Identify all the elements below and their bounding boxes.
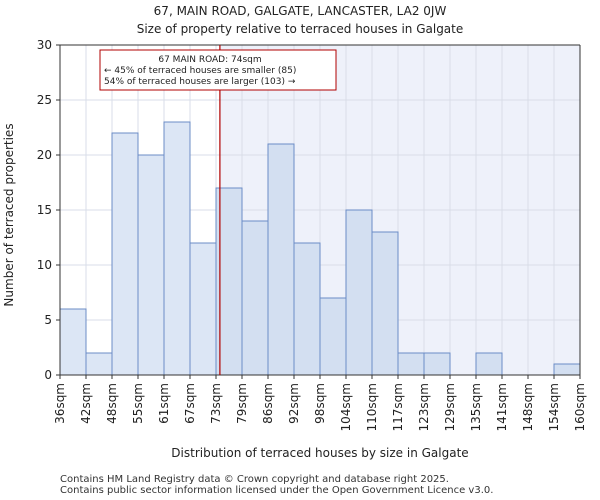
histogram-bar [345,209,373,376]
histogram-bar [423,352,451,376]
y-axis-label: Number of terraced properties [2,123,16,306]
annotation-box: 67 MAIN ROAD: 74sqm ← 45% of terraced ho… [99,49,337,91]
x-tick-label: 135sqm [469,383,483,431]
y-tick-label: 15 [37,203,52,217]
x-tick-label: 123sqm [417,383,431,431]
y-tick-label: 25 [37,93,52,107]
x-tick-label: 154sqm [547,383,561,431]
x-tick-label: 98sqm [313,383,327,424]
x-axis-label: Distribution of terraced houses by size … [171,446,468,460]
footer-line-2: Contains public sector information licen… [60,485,494,496]
x-tick-label: 117sqm [391,383,405,431]
x-tick-label: 73sqm [209,383,223,424]
histogram-bar [397,352,425,376]
chart-subtitle: Size of property relative to terraced ho… [137,22,464,36]
x-tick-label: 36sqm [53,383,67,424]
histogram-bar [163,121,191,376]
histogram-bar [293,242,321,376]
x-tick-label: 110sqm [365,383,379,431]
x-tick-label: 86sqm [261,383,275,424]
histogram-bar [189,242,217,376]
y-tick-label: 30 [37,38,52,52]
histogram-chart: 67, MAIN ROAD, GALGATE, LANCASTER, LA2 0… [2,4,587,460]
x-tick-label: 67sqm [183,383,197,424]
x-tick-label: 79sqm [235,383,249,424]
histogram-bar [137,154,165,376]
x-tick-label: 55sqm [131,383,145,424]
y-tick-label: 10 [37,258,52,272]
histogram-bar [553,363,581,376]
annotation-line-3: 54% of terraced houses are larger (103) … [104,77,296,87]
x-tick-label: 104sqm [339,383,353,431]
x-tick-label: 129sqm [443,383,457,431]
x-tick-label: 48sqm [105,383,119,424]
annotation-line-1: 67 MAIN ROAD: 74sqm [158,55,261,65]
x-tick-label: 61sqm [157,383,171,424]
histogram-bar [85,352,113,376]
histogram-bar [371,231,399,376]
histogram-bar [241,220,269,376]
histogram-bar [111,132,139,376]
y-tick-label: 0 [44,368,52,382]
x-tick-label: 148sqm [521,383,535,431]
y-tick-label: 20 [37,148,52,162]
histogram-bar [475,352,503,376]
y-tick-label: 5 [44,313,52,327]
footer-line-1: Contains HM Land Registry data © Crown c… [60,474,449,485]
x-tick-label: 141sqm [495,383,509,431]
x-tick-label: 92sqm [287,383,301,424]
chart-title: 67, MAIN ROAD, GALGATE, LANCASTER, LA2 0… [154,4,447,18]
x-tick-label: 160sqm [573,383,587,431]
annotation-line-2: ← 45% of terraced houses are smaller (85… [104,66,296,76]
histogram-bar [267,143,295,376]
histogram-bar [59,308,87,376]
histogram-bar [319,297,347,376]
x-tick-label: 42sqm [79,383,93,424]
